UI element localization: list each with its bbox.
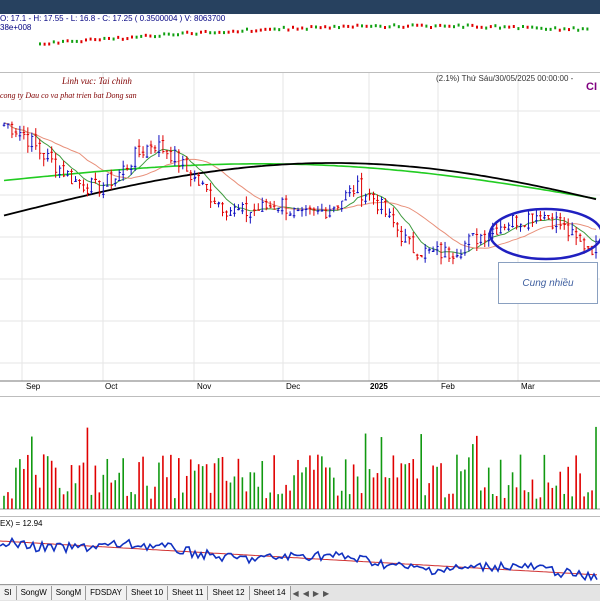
sheet-tab-sheet10[interactable]: Sheet 10 [127, 586, 169, 600]
month-label-dec: Dec [286, 382, 300, 391]
ma-mid-line [3, 122, 597, 249]
change-date-readout: (2.1%) Thứ Sáu/30/05/2025 00:00:00 - [436, 74, 574, 83]
ticker-symbol: CI [586, 81, 597, 93]
ma-long-line [3, 162, 597, 217]
last-sheet-button[interactable]: ▶ [323, 588, 330, 598]
grid-lines [0, 73, 600, 381]
indicator-main-line [0, 536, 598, 582]
volume-scale-readout: 38e+008 [0, 23, 32, 32]
indicator-label: EX) = 12.94 [0, 519, 43, 528]
month-label-feb: Feb [441, 382, 455, 391]
sheet-tab-si[interactable]: SI [0, 586, 17, 600]
price-chart-canvas: Sep Oct Nov Dec 2025 Feb Mar [0, 73, 600, 391]
price-chart[interactable]: Sep Oct Nov Dec 2025 Feb Mar [0, 72, 600, 395]
sheet-tab-bar: SI SongW SongM FDSDAY Sheet 10 Sheet 11 … [0, 584, 600, 601]
sheet-tab-songw[interactable]: SongW [16, 586, 52, 600]
sheet-tab-fdsday[interactable]: FDSDAY [86, 586, 128, 600]
ohlc-readout: O: 17.1 - H: 17.55 - L: 16.8 - C: 17.25 … [0, 14, 226, 23]
highlight-ellipse [488, 207, 600, 261]
first-sheet-button[interactable]: ◀ [292, 588, 299, 598]
window-title-bar [0, 0, 600, 14]
indicator-canvas [0, 536, 598, 582]
candles [2, 121, 598, 265]
overview-strip[interactable] [0, 14, 600, 52]
sector-caption: Linh vuc: Tai chinh [62, 76, 132, 86]
ma-fast-line [3, 122, 597, 255]
month-label-nov: Nov [197, 382, 211, 391]
month-label-mar: Mar [521, 382, 535, 391]
next-sheet-button[interactable]: ▶ [312, 588, 320, 598]
sheet-tab-sheet12[interactable]: Sheet 12 [208, 586, 250, 600]
year-label-2025: 2025 [370, 382, 388, 391]
moving-averages [3, 122, 597, 255]
volume-canvas [0, 426, 600, 510]
month-label-oct: Oct [105, 382, 118, 391]
company-caption: cong ty Dau co va phat trien bat Dong sa… [0, 91, 137, 100]
sheet-tab-sheet14[interactable]: Sheet 14 [249, 586, 291, 600]
annotation-box[interactable]: Cung nhiều [498, 262, 598, 304]
volume-chart[interactable] [0, 396, 600, 517]
annotation-text: Cung nhiều [522, 277, 574, 289]
sheet-tab-sheet11[interactable]: Sheet 11 [168, 586, 209, 600]
prev-sheet-button[interactable]: ◀ [302, 588, 309, 598]
indicator-chart[interactable] [0, 516, 600, 583]
sheet-tab-songm[interactable]: SongM [51, 586, 87, 600]
month-label-sep: Sep [26, 382, 41, 391]
overview-candles [39, 23, 589, 46]
